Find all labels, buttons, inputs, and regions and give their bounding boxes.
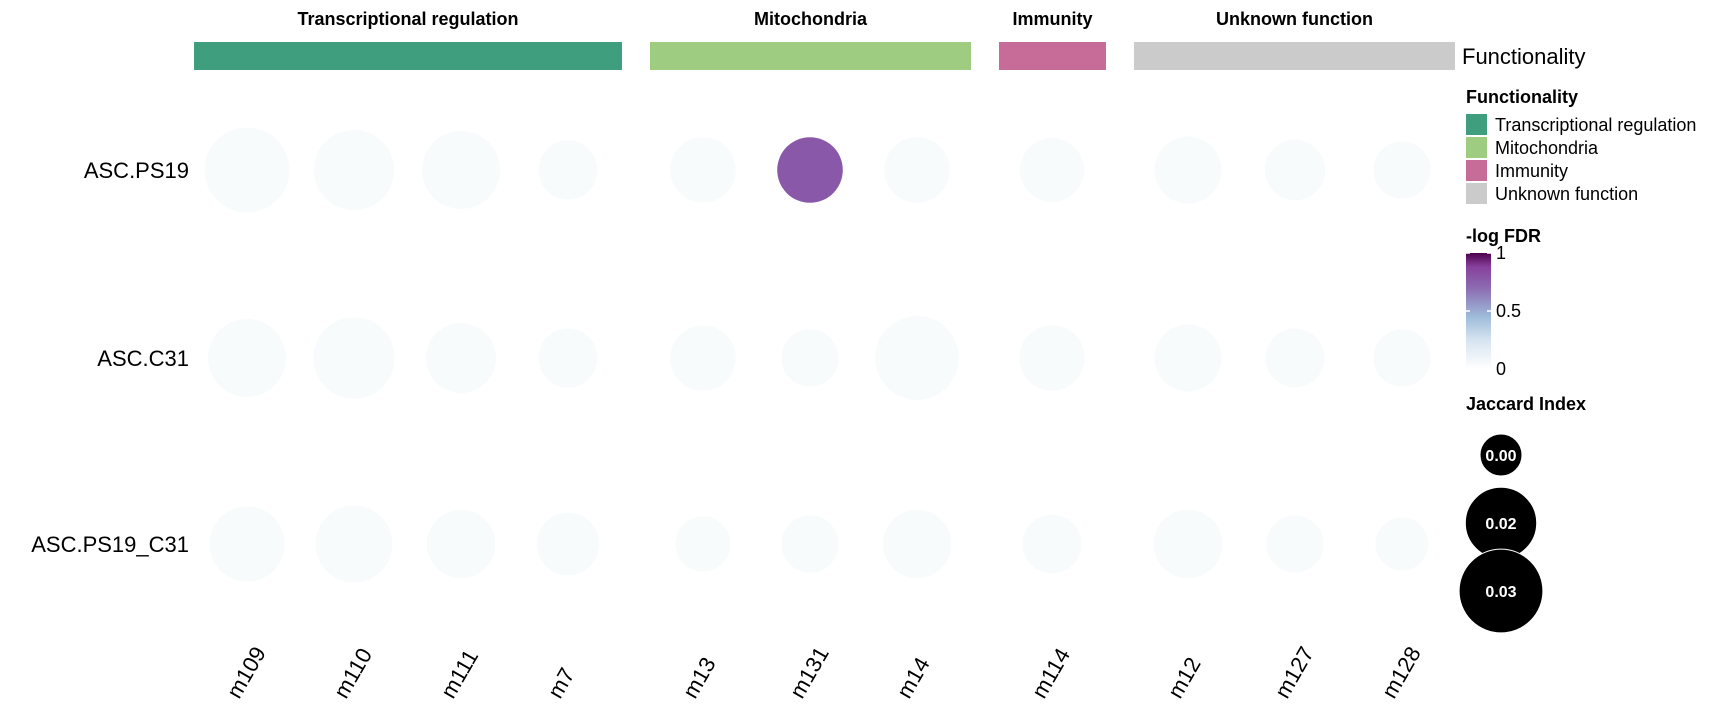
column-label: m13 [678,653,721,703]
column-label: m14 [892,653,935,703]
dot-matrix [204,127,1431,583]
group-title: Immunity [1012,9,1092,29]
functionality-legend-swatch [1466,183,1487,204]
dot-ASC.C31-m131 [781,329,839,387]
functionality-legend: Functionality Transcriptional regulation… [1466,87,1696,204]
functionality-legend-label: Immunity [1495,161,1568,181]
column-label: m7 [543,664,580,703]
jaccard-legend-circle [1479,433,1523,477]
dot-ASC.PS19-m109 [204,127,290,213]
dot-ASC.PS19_C31-m110 [315,505,393,583]
dot-ASC.PS19_C31-m14 [882,509,952,579]
row-label: ASC.C31 [97,346,189,371]
group-title: Unknown function [1216,9,1373,29]
dot-ASC.C31-m128 [1373,329,1431,387]
jaccard-legend-title: Jaccard Index [1466,394,1586,414]
column-label: m111 [436,645,484,702]
column-label: m131 [785,642,834,702]
column-label: m114 [1027,644,1075,703]
functionality-legend-swatch [1466,137,1487,158]
dot-ASC.PS19-m128 [1373,141,1431,199]
annotation-bar-segment [194,42,622,70]
functionality-legend-label: Mitochondria [1495,138,1599,158]
functionality-legend-swatch [1466,160,1487,181]
dot-ASC.PS19-m114 [1020,138,1084,202]
dot-ASC.C31-m109 [208,319,286,397]
fdr-tick-label: 0 [1496,359,1506,379]
dot-ASC.PS19_C31-m114 [1022,514,1082,574]
dot-ASC.PS19-m111 [422,131,500,209]
dot-ASC.PS19_C31-m127 [1266,515,1324,573]
dot-ASC.C31-m12 [1154,324,1222,392]
dot-ASC.PS19-m131 [777,137,843,203]
annotation-bar-segment [1134,42,1455,70]
functionality-legend-label: Unknown function [1495,184,1638,204]
dot-ASC.PS19-m12 [1154,136,1222,204]
dot-ASC.C31-m127 [1265,328,1325,388]
jaccard-legend-label: 0.03 [1485,584,1516,601]
column-label: m128 [1377,642,1426,702]
functionality-legend-title: Functionality [1466,87,1578,107]
dot-ASC.PS19_C31-m109 [209,506,285,582]
functionality-legend-label: Transcriptional regulation [1495,115,1696,135]
functionality-annotation-bar [194,42,1455,70]
column-label: m12 [1163,653,1206,703]
dot-ASC.C31-m7 [538,328,598,388]
dot-ASC.PS19_C31-m13 [675,516,731,572]
group-title: Transcriptional regulation [297,9,518,29]
functionality-annotation-label: Functionality [1462,44,1586,69]
fdr-tick-label: 0.5 [1496,301,1521,321]
fdr-legend-title: -log FDR [1466,226,1541,246]
dot-ASC.PS19-m110 [313,129,395,211]
group-title: Mitochondria [754,9,868,29]
dot-ASC.C31-m14 [875,316,959,400]
annotation-bar-segment [650,42,971,70]
annotation-bar-segment [999,42,1106,70]
dot-ASC.PS19_C31-m111 [426,509,496,579]
column-label: m109 [222,642,271,702]
row-label: ASC.PS19_C31 [31,532,189,557]
group-titles: Transcriptional regulation Mitochondria Im… [297,9,1373,29]
row-labels: ASC.PS19 ASC.C31 ASC.PS19_C31 [31,158,189,557]
dot-ASC.PS19_C31-m131 [781,515,839,573]
dot-ASC.C31-m111 [426,323,496,393]
column-labels: m109 m110 m111 m7 m13 m131 m14 m114 m12 m127 m128 [222,642,1426,702]
jaccard-legend: Jaccard Index 0.00 0.02 0.03 [1458,394,1586,634]
column-label: m110 [329,644,377,703]
dot-ASC.PS19-m127 [1264,139,1326,201]
fdr-legend: -log FDR 1 0.5 0 [1466,226,1541,379]
dot-ASC.PS19_C31-m12 [1153,509,1223,579]
dot-ASC.PS19-m13 [670,137,736,203]
fdr-tick-label: 1 [1496,243,1506,263]
functionality-legend-swatch [1466,114,1487,135]
dot-ASC.PS19_C31-m7 [536,512,600,576]
jaccard-legend-circle [1458,548,1544,634]
dot-ASC.C31-m13 [670,325,736,391]
dot-ASC.C31-m114 [1019,325,1085,391]
row-label: ASC.PS19 [84,158,189,183]
dot-ASC.PS19-m14 [884,137,950,203]
dot-ASC.PS19_C31-m128 [1375,517,1429,571]
fdr-colorbar [1466,253,1491,369]
dot-ASC.PS19-m7 [538,140,598,200]
dot-ASC.C31-m110 [313,317,395,399]
jaccard-legend-label: 0.02 [1485,516,1516,533]
column-label: m127 [1270,642,1319,702]
jaccard-legend-label: 0.00 [1485,448,1516,465]
